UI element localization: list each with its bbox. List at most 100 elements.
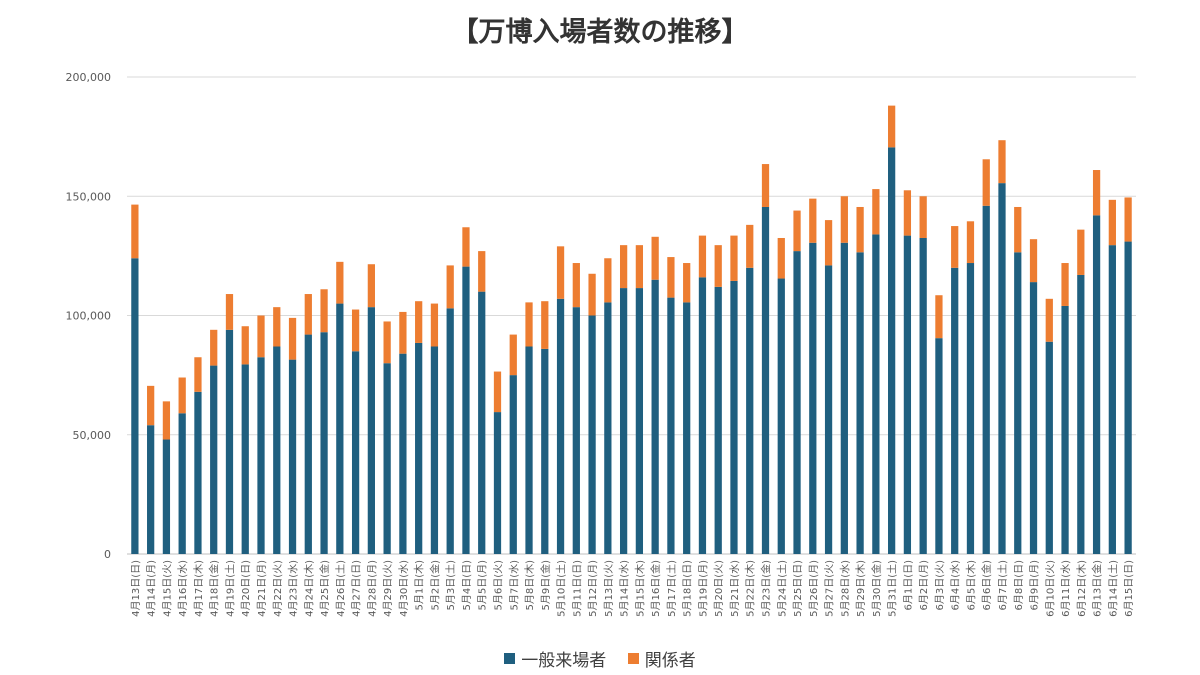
bar-staff (572, 263, 580, 308)
y-tick-label: 200,000 (66, 71, 112, 84)
x-tick-label: 5月2日(金) (428, 560, 441, 611)
x-tick-label: 6月13日(金) (1091, 560, 1104, 617)
x-tick-label: 4月22日(火) (272, 560, 284, 617)
bar-general (430, 346, 439, 554)
x-tick-label: 4月21日(月) (256, 560, 268, 617)
x-tick-label: 5月5日(月) (477, 560, 489, 611)
legend-entry-staff: 関係者 (627, 646, 696, 671)
bar-general (714, 286, 722, 554)
legend-entry-general: 一般来場者 (504, 646, 606, 671)
x-tick-label: 5月11日(日) (571, 560, 583, 617)
bar-general (998, 183, 1006, 554)
bars (131, 105, 1132, 555)
bar-general (320, 332, 328, 554)
bar-staff (903, 190, 912, 236)
bar-staff (478, 251, 486, 292)
x-tick-label: 4月19日(土) (223, 560, 236, 617)
y-tick-label: 50,000 (73, 429, 112, 442)
bar-general (1108, 245, 1116, 554)
bar-general (194, 391, 202, 554)
bar-general (257, 357, 265, 554)
bar-staff (761, 164, 770, 207)
bar-staff (147, 385, 155, 426)
x-tick-label: 5月3日(土) (444, 560, 457, 611)
bar-general (588, 315, 596, 554)
bar-staff (288, 317, 297, 360)
bar-staff (367, 264, 375, 308)
bar-staff (509, 334, 517, 376)
bar-staff (840, 196, 848, 243)
x-tick-label: 5月17日(土) (665, 560, 678, 617)
bar-general (935, 338, 943, 554)
bar-staff (525, 302, 533, 347)
bar-staff (824, 220, 833, 266)
x-tick-label: 5月4日(日) (461, 560, 473, 611)
bar-general (415, 342, 423, 554)
x-tick-label: 4月27日(日) (351, 560, 363, 617)
bar-staff (304, 294, 312, 335)
x-tick-label: 5月13日(火) (603, 560, 615, 617)
bar-staff (320, 289, 328, 333)
bar-general (399, 353, 407, 554)
bar-general (919, 237, 927, 555)
bar-general (509, 375, 517, 554)
x-tick-label: 5月29日(木) (855, 560, 867, 617)
bar-general (1014, 252, 1022, 555)
bar-staff (935, 295, 943, 339)
bar-general (698, 277, 707, 554)
bar-staff (667, 257, 675, 298)
x-tick-label: 4月13日(日) (130, 560, 142, 617)
bar-staff (1108, 199, 1116, 246)
x-tick-label: 5月16日(金) (649, 560, 662, 617)
x-tick-label: 4月18日(金) (208, 560, 221, 617)
bar-staff (888, 105, 896, 148)
bar-staff (1124, 197, 1132, 242)
bar-general (556, 298, 565, 554)
bar-staff (1077, 229, 1085, 275)
x-tick-label: 4月29日(火) (382, 560, 394, 617)
x-tick-label: 5月7日(水) (508, 560, 520, 611)
bar-general (951, 267, 959, 554)
bar-general (809, 242, 817, 554)
bar-general (541, 348, 549, 554)
bar-staff (698, 235, 707, 278)
x-tick-label: 5月9日(金) (539, 560, 552, 611)
x-tick-label: 5月18日(日) (682, 560, 694, 617)
bar-staff (178, 377, 186, 414)
bar-staff (162, 401, 171, 440)
bar-staff (951, 226, 959, 268)
bar-general (1061, 305, 1069, 554)
bar-general (730, 280, 738, 554)
bar-general (336, 303, 344, 554)
bar-staff (399, 311, 407, 354)
bar-staff (225, 294, 234, 330)
bar-general (872, 234, 880, 554)
bar-staff (462, 227, 470, 267)
x-tick-label: 5月21日(水) (729, 560, 741, 617)
bar-staff (966, 221, 975, 264)
x-tick-label: 4月26日(土) (334, 560, 347, 617)
x-tick-label: 6月2日(月) (918, 560, 930, 611)
bar-staff (194, 357, 202, 392)
x-tick-label: 4月16日(水) (177, 560, 189, 617)
bar-general (635, 288, 644, 554)
x-tick-label: 6月14日(土) (1106, 560, 1119, 617)
bar-staff (1092, 170, 1101, 216)
bar-staff (257, 315, 265, 358)
bar-general (1029, 282, 1038, 554)
x-tick-label: 5月19日(月) (697, 560, 709, 617)
bar-general (178, 413, 186, 554)
legend: 一般来場者 関係者 (0, 646, 1200, 671)
bar-staff (746, 224, 754, 268)
bar-general (478, 291, 486, 554)
x-tick-label: 5月25日(日) (792, 560, 804, 617)
x-tick-label: 6月10日(火) (1044, 560, 1056, 617)
x-tick-label: 6月4日(水) (950, 560, 962, 611)
bar-staff (588, 273, 596, 316)
bar-general (761, 206, 770, 555)
x-tick-label: 5月20日(火) (713, 560, 725, 617)
legend-label-general: 一般来場者 (521, 651, 607, 671)
x-tick-label: 5月31日(土) (886, 560, 899, 617)
bar-general (367, 307, 375, 554)
x-tick-label: 6月12日(木) (1076, 560, 1088, 617)
